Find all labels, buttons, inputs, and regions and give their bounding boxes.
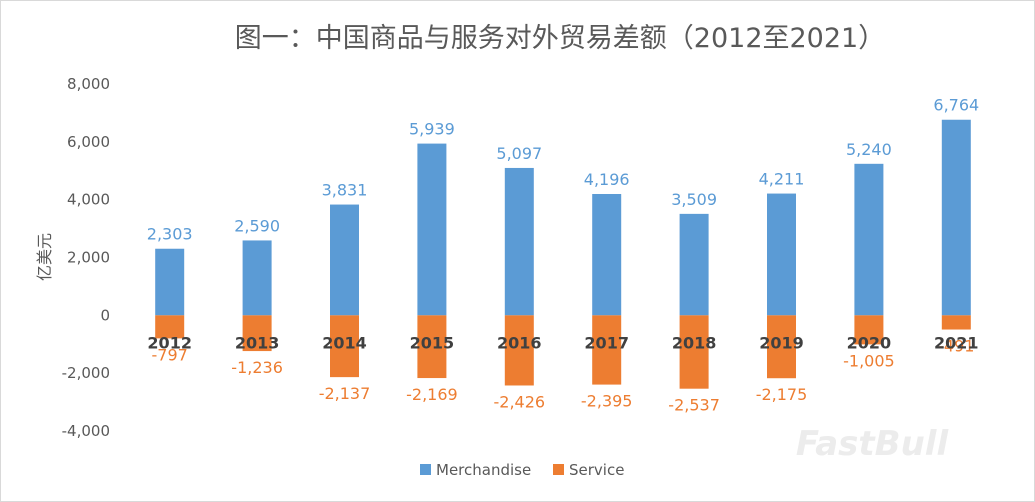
y-tick-label: 8,000 [67, 75, 110, 93]
merchandise-bar [242, 240, 272, 316]
x-category-label: 2020 [847, 333, 892, 352]
service-data-label: -1,005 [843, 351, 895, 370]
service-data-label: -1,236 [231, 358, 283, 377]
merchandise-data-label: 5,939 [409, 120, 455, 139]
service-data-label: -2,175 [756, 385, 808, 404]
x-category-label: 2018 [672, 333, 717, 352]
merchandise-bar [504, 167, 534, 316]
service-bar [767, 315, 796, 379]
x-category-label: 2012 [147, 333, 192, 352]
merchandise-bar [155, 248, 185, 316]
legend-swatch-merchandise [420, 464, 431, 475]
service-bar [155, 315, 185, 339]
service-bar [330, 315, 359, 378]
x-category-label: 2014 [322, 333, 367, 352]
x-category-label: 2021 [934, 333, 979, 352]
merchandise-bar [854, 163, 884, 316]
service-data-label: -2,395 [581, 392, 633, 411]
y-tick-label: 6,000 [67, 133, 110, 151]
merchandise-data-label: 2,590 [234, 216, 280, 235]
merchandise-data-label: 4,196 [584, 170, 630, 189]
merchandise-data-label: 3,831 [322, 181, 368, 200]
merchandise-bar [330, 204, 359, 316]
merchandise-data-label: 6,764 [933, 96, 979, 115]
x-axis-categories: 2012 2013 2014 2015 2016 2017 2018 2019 2020 2021 [147, 333, 978, 352]
merchandise-bar [767, 193, 796, 316]
merchandise-data-label: 2,303 [147, 225, 193, 244]
service-bar [592, 315, 622, 385]
x-category-label: 2015 [410, 333, 455, 352]
x-category-label: 2019 [759, 333, 804, 352]
x-category-label: 2016 [497, 333, 542, 352]
watermark: FastBull [796, 424, 950, 464]
service-data-label: -2,426 [494, 392, 546, 411]
y-axis-label: 亿美元 [35, 233, 54, 281]
legend: Merchandise Service [420, 461, 624, 479]
service-data-label: -491 [938, 337, 974, 356]
service-bar [242, 315, 272, 352]
merchandise-bar [941, 119, 971, 316]
merchandise-data-label: 5,240 [846, 140, 892, 159]
y-tick-label: 4,000 [67, 191, 110, 209]
service-data-label: -797 [152, 345, 188, 364]
chart-title: 图一：中国商品与服务对外贸易差额（2012至2021） [235, 23, 885, 54]
merchandise-bar [592, 193, 622, 316]
x-category-label: 2013 [235, 333, 280, 352]
y-axis: -4,000 -2,000 0 2,000 4,000 6,000 8,000 [62, 75, 110, 440]
y-tick-label: -4,000 [62, 422, 110, 440]
merchandise-data-label: 4,211 [759, 170, 805, 189]
y-tick-label: -2,000 [62, 364, 110, 382]
merchandise-data-label: 5,097 [496, 144, 542, 163]
y-tick-label: 2,000 [67, 249, 110, 267]
service-bar [679, 315, 709, 389]
x-category-label: 2017 [584, 333, 629, 352]
service-bar [417, 315, 447, 379]
merchandise-data-label: 3,509 [671, 190, 717, 209]
y-tick-label: 0 [100, 306, 110, 324]
legend-label-merchandise: Merchandise [436, 461, 531, 479]
service-data-label: -2,537 [668, 396, 720, 415]
service-bar [854, 315, 884, 345]
legend-label-service: Service [569, 461, 624, 479]
service-bar [941, 315, 971, 330]
service-data-label: -2,169 [406, 385, 458, 404]
service-data-label: -2,137 [319, 384, 371, 403]
service-bar [504, 315, 534, 386]
merchandise-bar [417, 143, 447, 316]
legend-swatch-service [553, 464, 564, 475]
data-labels: 2,303 -797 2,590 -1,236 3,831 -2,137 5,939 -2,1… [147, 96, 979, 415]
plot-area [155, 119, 971, 389]
merchandise-bar [679, 213, 709, 316]
